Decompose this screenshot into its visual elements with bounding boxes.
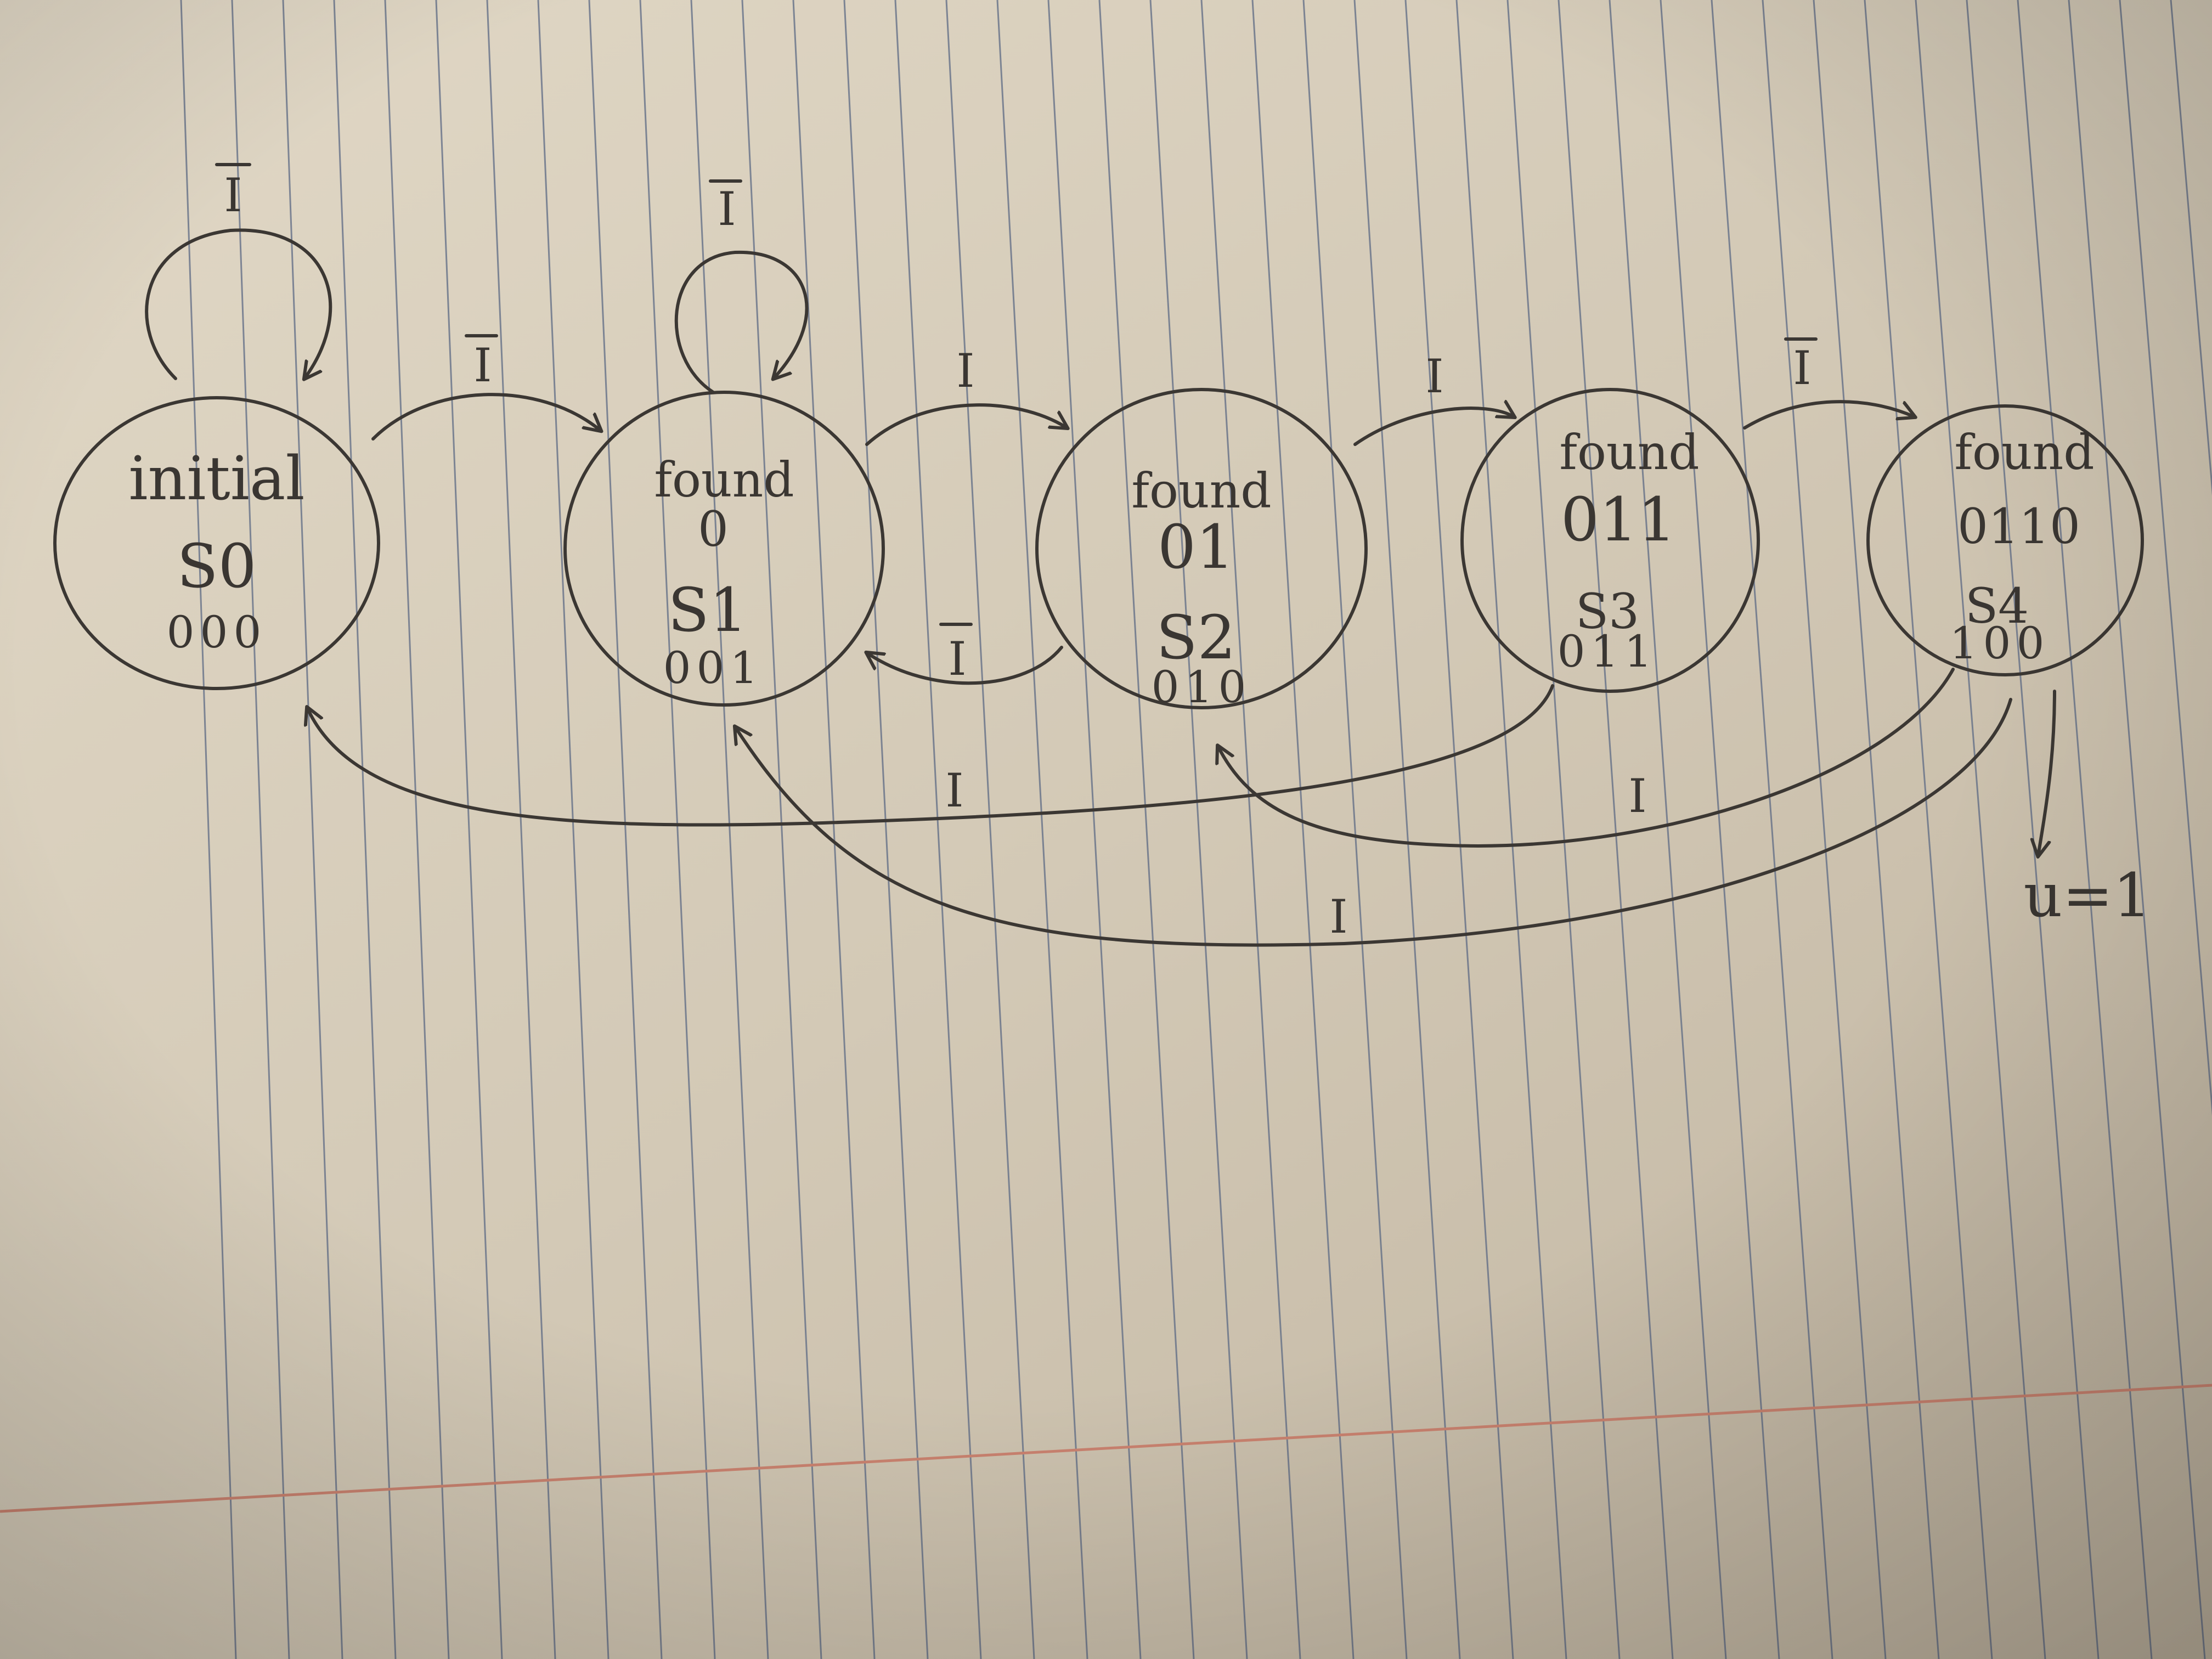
- notebook-paper: initial S0 000 found 0 S1 001 found 01 S…: [0, 0, 2212, 1659]
- state-diagram: initial S0 000 found 0 S1 001 found 01 S…: [0, 0, 2212, 1659]
- vignette: [0, 0, 2212, 1659]
